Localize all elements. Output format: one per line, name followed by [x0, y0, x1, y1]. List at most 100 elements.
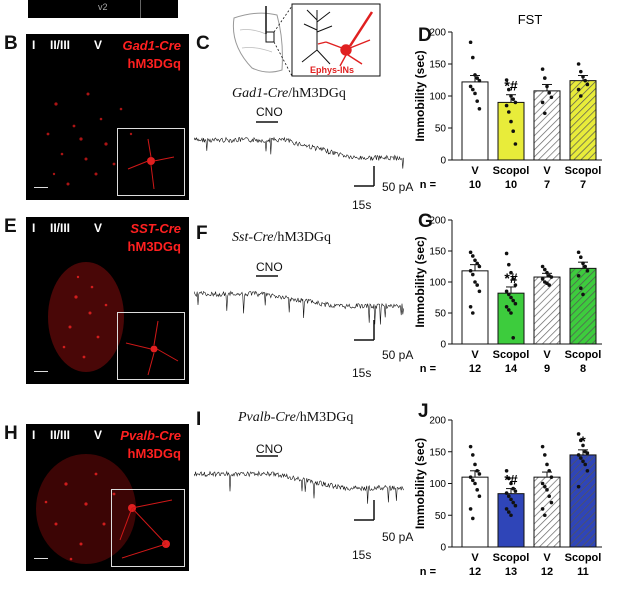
schematic-diagram: Ephys-INs [232, 3, 381, 77]
data-point [509, 513, 513, 518]
panel-label-j: J [418, 401, 429, 422]
layer-label: V [94, 428, 103, 442]
data-point [576, 453, 581, 457]
zoom-box [291, 3, 381, 77]
data-point [545, 84, 549, 89]
data-point [579, 456, 583, 460]
trace-title: Gad1-Cre/hM3DGq [232, 86, 346, 101]
bar [569, 267, 597, 345]
n-value: 12 [469, 566, 481, 578]
data-point [477, 78, 482, 83]
data-point [581, 292, 585, 297]
bar-chart-fst-gad1: FST Immobility (sec) 0 50 100 150 200 V 10 *# Scop… [413, 12, 602, 191]
bar-chart-fst-pvalb: Immobility (sec) 0 50 100 150 200 V 12 *# Scopol 1… [413, 416, 602, 578]
data-point [511, 277, 515, 281]
panel-label-g: G [418, 211, 433, 232]
y-tick-label: 0 [440, 543, 446, 554]
data-point [504, 507, 509, 511]
data-point [513, 503, 518, 508]
data-point [468, 475, 473, 479]
bar [533, 476, 561, 548]
data-point [477, 107, 482, 111]
data-point [471, 478, 475, 483]
n-value: 8 [580, 363, 586, 375]
dreadd-label: hM3DGq [127, 239, 181, 254]
n-value: 12 [541, 566, 553, 578]
n-value: 13 [505, 566, 517, 578]
data-point [509, 497, 513, 502]
y-tick-label: 50 [435, 511, 447, 522]
scale-x-label: 15s [352, 198, 372, 212]
data-point [507, 262, 511, 267]
data-point [468, 84, 473, 89]
micrograph-inset [117, 128, 185, 196]
data-point [540, 100, 545, 105]
trace-line [194, 470, 404, 504]
data-point [473, 91, 477, 96]
data-point [473, 481, 477, 486]
data-point [583, 462, 587, 467]
data-point [504, 78, 509, 82]
cno-label: CNO [256, 105, 283, 119]
y-tick-label: 50 [435, 124, 447, 135]
data-point [547, 283, 551, 287]
data-point [475, 76, 479, 80]
data-point [468, 507, 473, 511]
data-point [545, 270, 549, 275]
data-point [540, 277, 545, 281]
data-point [473, 258, 477, 263]
y-tick-label: 0 [440, 156, 446, 167]
category-label: V [471, 349, 479, 361]
data-point [477, 289, 482, 294]
n-value: 10 [469, 179, 481, 191]
data-point [576, 432, 581, 436]
data-point [540, 507, 545, 511]
n-value: 14 [505, 363, 518, 375]
significance-marker: * [580, 433, 586, 449]
data-point [583, 264, 587, 269]
data-point [507, 292, 511, 297]
layer-label: II/III [50, 428, 71, 442]
data-point [507, 476, 511, 481]
y-tick-label: 150 [429, 60, 446, 71]
bar [569, 80, 597, 161]
micrograph-scale-bar [34, 187, 48, 188]
data-point [511, 97, 515, 101]
top-strip-line [140, 0, 141, 18]
panel-label-c: C [196, 33, 210, 54]
data-point [507, 494, 511, 498]
data-point [471, 453, 475, 457]
data-point [509, 94, 513, 98]
data-point [475, 488, 479, 492]
data-point [545, 488, 549, 492]
cno-label: CNO [256, 260, 283, 274]
fluorescent-cells [46, 92, 133, 186]
trace-line [194, 136, 404, 169]
data-point [583, 78, 587, 83]
data-point [545, 462, 549, 467]
data-point [471, 311, 475, 315]
data-point [504, 491, 509, 495]
data-point [543, 513, 547, 518]
data-point [543, 76, 547, 80]
data-point [511, 486, 515, 491]
data-point [513, 142, 518, 146]
data-point [475, 469, 479, 473]
micrograph-gad1: I II/III V Gad1-Cre hM3DGq [26, 34, 189, 200]
data-point [579, 94, 583, 98]
bar-chart-fst-sst: Immobility (sec) 0 50 100 150 200 V 12 *# Scopol 1… [413, 216, 602, 375]
bar [569, 454, 597, 548]
data-point [579, 255, 583, 259]
panel-label-f: F [196, 223, 208, 244]
interneuron-icon [317, 39, 371, 67]
data-point [504, 289, 509, 294]
data-point [547, 91, 551, 95]
y-tick-label: 100 [429, 278, 446, 289]
data-point [513, 489, 518, 493]
current-trace-gad1 [194, 121, 404, 187]
data-point [471, 272, 475, 277]
data-point [468, 444, 473, 449]
panel-label-h: H [4, 423, 18, 444]
y-tick-label: 150 [429, 447, 446, 458]
scale-x-label: 15s [352, 548, 372, 562]
